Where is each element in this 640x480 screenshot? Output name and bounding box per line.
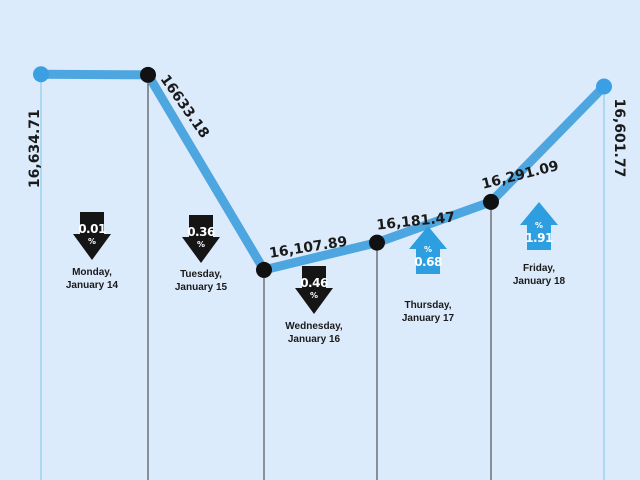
- day-label-2: Tuesday,: [180, 269, 222, 280]
- day-label-1: Monday,: [72, 267, 112, 278]
- percent-sign-5: %: [535, 221, 543, 230]
- percent-sign-1: %: [88, 237, 96, 246]
- date-label-5: January 18: [513, 276, 566, 287]
- up-arrow-icon-4: [409, 226, 447, 274]
- up-arrow-icon-5: [520, 202, 558, 250]
- series-line: [36, 69, 609, 275]
- day-label-4: Thursday,: [404, 300, 451, 311]
- change-value-3: 0.46: [300, 276, 328, 290]
- date-label-2: January 15: [175, 282, 228, 293]
- day-label-5: Friday,: [523, 263, 555, 274]
- date-label-4: January 17: [402, 313, 455, 324]
- percent-sign-3: %: [310, 291, 318, 300]
- data-point-3: [256, 261, 272, 278]
- down-arrow-icon-3: [295, 266, 333, 314]
- down-arrow-icon-1: [73, 212, 111, 260]
- value-label-5: 16,291.09: [480, 158, 560, 193]
- down-arrow-icon-2: [182, 215, 220, 263]
- data-point-6: [596, 78, 612, 95]
- data-point-5: [483, 193, 499, 210]
- change-value-5: 1.91: [525, 231, 553, 245]
- day-label-3: Wednesday,: [285, 321, 343, 332]
- change-value-4: 0.68: [414, 255, 442, 269]
- change-value-1: 0.01: [78, 222, 106, 236]
- percent-sign-2: %: [197, 240, 205, 249]
- date-label-3: January 16: [288, 334, 341, 345]
- data-point-2: [140, 66, 156, 83]
- value-label-6: 16,601.77: [611, 98, 627, 177]
- data-point-4: [369, 234, 385, 251]
- date-label-1: January 14: [66, 280, 119, 291]
- data-point-1: [33, 66, 49, 83]
- change-value-2: 0.36: [187, 225, 215, 239]
- percent-sign-4: %: [424, 245, 432, 254]
- value-label-1: 16,634.71: [27, 109, 43, 188]
